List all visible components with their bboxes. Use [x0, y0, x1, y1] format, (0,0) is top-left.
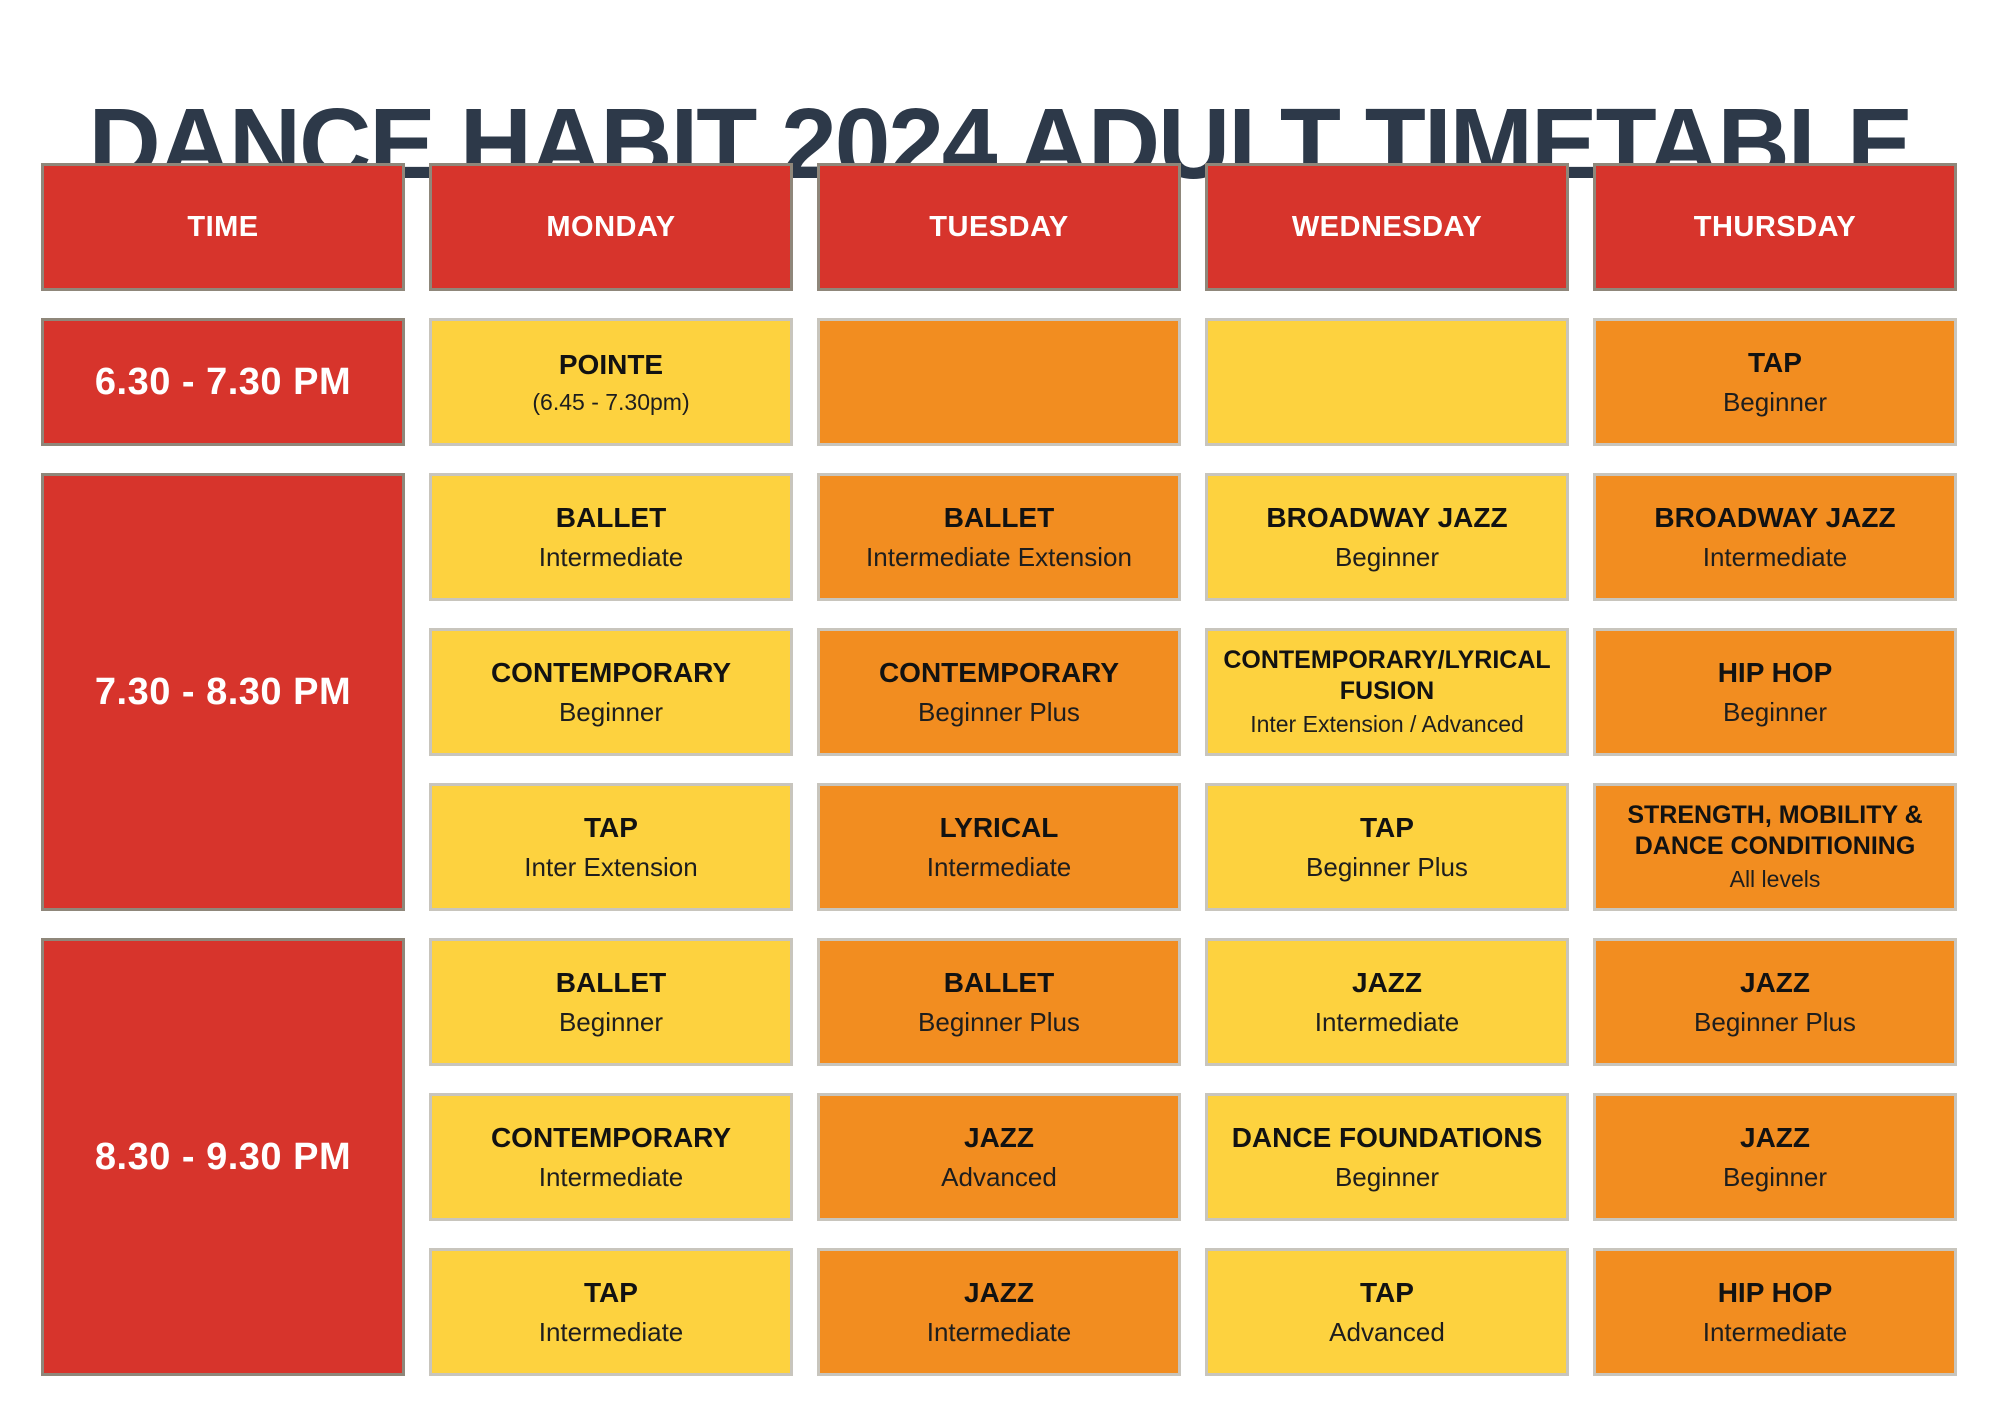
class-level: Advanced — [941, 1161, 1057, 1192]
class-name: BALLET — [943, 967, 1055, 999]
column-header-label: WEDNESDAY — [1291, 210, 1483, 243]
class-name: TAP — [584, 1277, 638, 1309]
class-level: Beginner Plus — [1694, 1006, 1856, 1037]
class-name: STRENGTH, MOBILITY & DANCE CONDITIONING — [1627, 800, 1923, 861]
class-cell-tuesday-ballet-inter-extension: BALLET Intermediate Extension — [817, 473, 1181, 601]
column-header-label: TIME — [187, 210, 259, 243]
column-header-tuesday: TUESDAY — [817, 163, 1181, 291]
class-cell-thursday-jazz-beginner: JAZZ Beginner — [1593, 1093, 1957, 1221]
time-slot-830-930: 8.30 - 9.30 PM — [41, 938, 405, 1376]
column-header-thursday: THURSDAY — [1593, 163, 1957, 291]
class-cell-thursday-hip-hop-beginner: HIP HOP Beginner — [1593, 628, 1957, 756]
class-name: CONTEMPORARY — [490, 657, 732, 689]
class-level: Beginner — [1722, 1161, 1828, 1192]
class-cell-wednesday-dance-foundations-beginner: DANCE FOUNDATIONS Beginner — [1205, 1093, 1569, 1221]
time-slot-730-830: 7.30 - 8.30 PM — [41, 473, 405, 911]
time-slot-label: 7.30 - 8.30 PM — [94, 670, 352, 713]
time-slot-label: 8.30 - 9.30 PM — [94, 1135, 352, 1178]
class-cell-thursday-tap-beginner: TAP Beginner — [1593, 318, 1957, 446]
class-cell-monday-pointe: POINTE (6.45 - 7.30pm) — [429, 318, 793, 446]
class-level: All levels — [1729, 866, 1821, 893]
class-level: Advanced — [1329, 1316, 1445, 1347]
class-level: Intermediate — [926, 851, 1072, 882]
class-cell-tuesday-jazz-advanced: JAZZ Advanced — [817, 1093, 1181, 1221]
class-name: BALLET — [555, 967, 667, 999]
column-header-label: TUESDAY — [929, 210, 1069, 243]
class-level: Intermediate — [538, 1316, 684, 1347]
class-cell-tuesday-empty — [817, 318, 1181, 446]
class-name: BALLET — [555, 502, 667, 534]
time-slot-label: 6.30 - 7.30 PM — [94, 360, 352, 403]
class-level: Intermediate — [1702, 1316, 1848, 1347]
class-level: Intermediate — [538, 1161, 684, 1192]
class-level: Intermediate — [1702, 541, 1848, 572]
class-cell-monday-tap-inter-extension: TAP Inter Extension — [429, 783, 793, 911]
class-name: JAZZ — [1352, 967, 1422, 999]
class-name: TAP — [1748, 347, 1802, 379]
class-level: Beginner Plus — [918, 1006, 1080, 1037]
class-name: JAZZ — [1740, 1122, 1810, 1154]
class-name: HIP HOP — [1717, 657, 1833, 689]
timetable-grid: TIME MONDAY TUESDAY WEDNESDAY THURSDAY 6… — [41, 163, 1957, 1376]
column-header-label: THURSDAY — [1693, 210, 1857, 243]
class-level: Intermediate — [538, 541, 684, 572]
class-name: BROADWAY JAZZ — [1266, 502, 1508, 534]
class-name: JAZZ — [964, 1122, 1034, 1154]
class-level: Inter Extension / Advanced — [1250, 711, 1524, 738]
class-cell-tuesday-lyrical-intermediate: LYRICAL Intermediate — [817, 783, 1181, 911]
class-name: LYRICAL — [939, 812, 1059, 844]
class-cell-monday-contemporary-intermediate: CONTEMPORARY Intermediate — [429, 1093, 793, 1221]
class-name: CONTEMPORARY — [878, 657, 1120, 689]
class-cell-thursday-broadway-jazz-intermediate: BROADWAY JAZZ Intermediate — [1593, 473, 1957, 601]
time-slot-630-730: 6.30 - 7.30 PM — [41, 318, 405, 446]
class-level: Beginner Plus — [1306, 851, 1468, 882]
class-cell-tuesday-contemporary-beginner-plus: CONTEMPORARY Beginner Plus — [817, 628, 1181, 756]
class-cell-monday-contemporary-beginner: CONTEMPORARY Beginner — [429, 628, 793, 756]
class-level: Intermediate — [1314, 1006, 1460, 1037]
column-header-label: MONDAY — [546, 210, 676, 243]
class-level: Beginner — [1722, 696, 1828, 727]
column-header-wednesday: WEDNESDAY — [1205, 163, 1569, 291]
class-name: TAP — [584, 812, 638, 844]
class-level: (6.45 - 7.30pm) — [532, 388, 690, 415]
class-name: CONTEMPORARY — [490, 1122, 732, 1154]
class-cell-monday-ballet-beginner: BALLET Beginner — [429, 938, 793, 1066]
class-level: Beginner — [558, 1006, 664, 1037]
class-cell-wednesday-empty — [1205, 318, 1569, 446]
class-name: CONTEMPORARY/LYRICAL FUSION — [1223, 645, 1551, 706]
class-cell-thursday-hip-hop-intermediate: HIP HOP Intermediate — [1593, 1248, 1957, 1376]
class-cell-wednesday-jazz-intermediate: JAZZ Intermediate — [1205, 938, 1569, 1066]
class-cell-wednesday-tap-beginner-plus: TAP Beginner Plus — [1205, 783, 1569, 911]
class-level: Beginner Plus — [918, 696, 1080, 727]
class-cell-wednesday-tap-advanced: TAP Advanced — [1205, 1248, 1569, 1376]
class-cell-monday-ballet-intermediate: BALLET Intermediate — [429, 473, 793, 601]
class-level: Beginner — [558, 696, 664, 727]
class-name: POINTE — [558, 348, 664, 380]
class-name: BROADWAY JAZZ — [1654, 502, 1896, 534]
class-name: JAZZ — [1740, 967, 1810, 999]
class-name: TAP — [1360, 812, 1414, 844]
class-name: JAZZ — [964, 1277, 1034, 1309]
class-cell-tuesday-jazz-intermediate: JAZZ Intermediate — [817, 1248, 1181, 1376]
class-name: TAP — [1360, 1277, 1414, 1309]
class-cell-wednesday-broadway-jazz-beginner: BROADWAY JAZZ Beginner — [1205, 473, 1569, 601]
class-cell-monday-tap-intermediate: TAP Intermediate — [429, 1248, 793, 1376]
class-cell-tuesday-ballet-beginner-plus: BALLET Beginner Plus — [817, 938, 1181, 1066]
class-name: BALLET — [943, 502, 1055, 534]
class-name: HIP HOP — [1717, 1277, 1833, 1309]
class-level: Beginner — [1334, 1161, 1440, 1192]
class-level: Beginner — [1334, 541, 1440, 572]
class-cell-wednesday-contemporary-lyrical-fusion: CONTEMPORARY/LYRICAL FUSION Inter Extens… — [1205, 628, 1569, 756]
column-header-monday: MONDAY — [429, 163, 793, 291]
class-level: Beginner — [1722, 386, 1828, 417]
class-level: Intermediate Extension — [866, 541, 1132, 572]
class-level: Intermediate — [926, 1316, 1072, 1347]
class-name: DANCE FOUNDATIONS — [1231, 1122, 1543, 1154]
class-cell-thursday-jazz-beginner-plus: JAZZ Beginner Plus — [1593, 938, 1957, 1066]
class-level: Inter Extension — [524, 851, 698, 882]
class-cell-thursday-strength-mobility-conditioning: STRENGTH, MOBILITY & DANCE CONDITIONING … — [1593, 783, 1957, 911]
column-header-time: TIME — [41, 163, 405, 291]
